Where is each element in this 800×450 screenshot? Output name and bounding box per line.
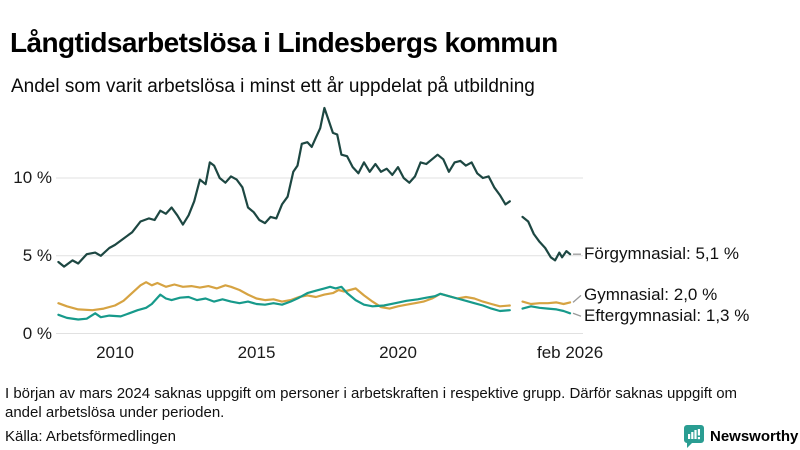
newsworthy-logo[interactable]: Newsworthy <box>684 425 798 448</box>
y-tick-10: 10 % <box>13 168 52 187</box>
y-tick-0: 0 % <box>22 323 52 343</box>
newsworthy-icon <box>684 425 704 448</box>
footnote: I början av mars 2024 saknas uppgift om … <box>5 384 795 422</box>
page-title: Långtidsarbetslösa i Lindesbergs kommun <box>10 26 558 58</box>
x-tick-feb2026: feb 2026 <box>536 343 604 362</box>
y-tick-5: 5 % <box>22 245 52 265</box>
series-label-eftergymnasial: Eftergymnasial: 1,3 % <box>584 306 750 326</box>
series-label-forgymnasial: Förgymnasial: 5,1 % <box>584 244 739 264</box>
chart-subtitle: Andel som varit arbetslösa i minst ett å… <box>11 76 535 97</box>
line-chart: 10 % 5 % 0 % 2010 2015 2020 feb 2026 För… <box>0 95 800 375</box>
newsworthy-logo-text: Newsworthy <box>710 428 799 445</box>
x-tick-2010: 2010 <box>96 343 134 362</box>
chart-canvas <box>56 106 583 334</box>
source-text: Källa: Arbetsförmedlingen <box>5 428 176 445</box>
footnote-line-1: I början av mars 2024 saknas uppgift om … <box>5 385 738 402</box>
footnote-line-2: andel arbetslösa under perioden. <box>5 404 225 421</box>
x-tick-2020: 2020 <box>379 343 417 362</box>
series-label-gymnasial: Gymnasial: 2,0 % <box>584 285 718 305</box>
x-tick-2015: 2015 <box>237 343 276 362</box>
